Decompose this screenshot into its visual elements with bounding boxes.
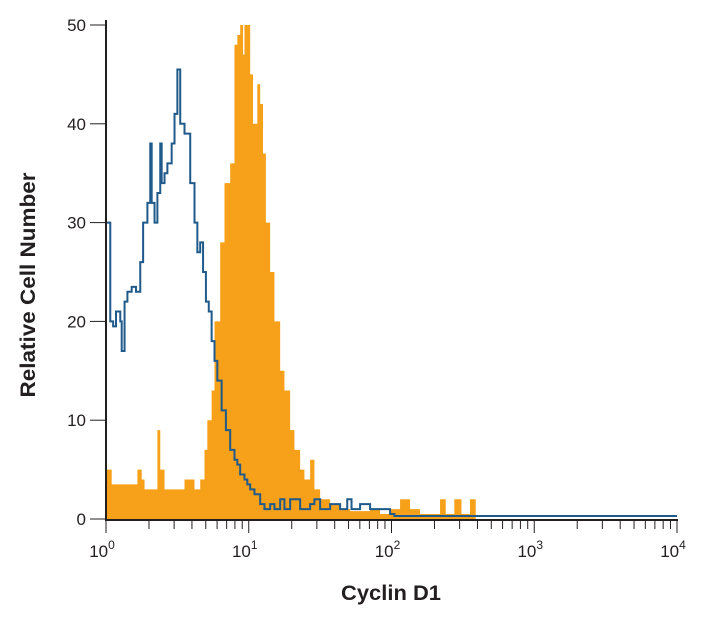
series-0-filled-histogram bbox=[106, 25, 677, 519]
y-tick-label: 40 bbox=[67, 115, 86, 134]
y-axis-title: Relative Cell Number bbox=[17, 173, 40, 398]
x-axis-title: Cyclin D1 bbox=[341, 582, 441, 605]
y-tick-label: 30 bbox=[67, 214, 86, 233]
series-layer bbox=[106, 25, 677, 519]
y-tick-label: 20 bbox=[67, 312, 86, 331]
x-tick-label: 104 bbox=[660, 538, 686, 561]
y-tick-label: 50 bbox=[67, 16, 86, 35]
axes-layer bbox=[105, 20, 678, 521]
x-tick-label: 102 bbox=[375, 538, 401, 561]
x-tick-label: 103 bbox=[517, 538, 543, 561]
x-tick-label: 100 bbox=[89, 538, 115, 561]
ticks-layer: 0 10 20 30 40 50 100 101 102 103 104 bbox=[67, 16, 686, 561]
y-tick-label: 10 bbox=[67, 411, 86, 430]
x-tick-label: 101 bbox=[232, 538, 258, 561]
y-tick-label: 0 bbox=[77, 510, 86, 529]
series-1-outline-histogram bbox=[106, 68, 677, 518]
